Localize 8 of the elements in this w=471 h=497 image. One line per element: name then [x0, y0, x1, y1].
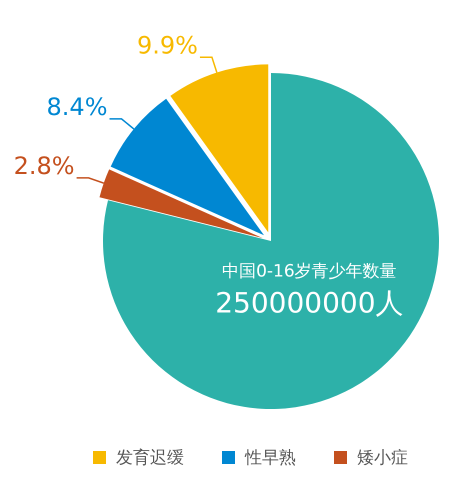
data-label: 9.9% — [136, 31, 198, 60]
legend-label: 矮小症 — [357, 447, 408, 469]
data-label: 8.4% — [46, 92, 108, 121]
legend-label: 性早熟 — [245, 447, 296, 469]
text: 250000000人 — [215, 286, 404, 320]
slice-label: 中国0-16岁青少年数量 — [222, 262, 397, 282]
legend-label: 发育迟缓 — [116, 447, 184, 469]
data-label: 2.8% — [14, 152, 75, 180]
